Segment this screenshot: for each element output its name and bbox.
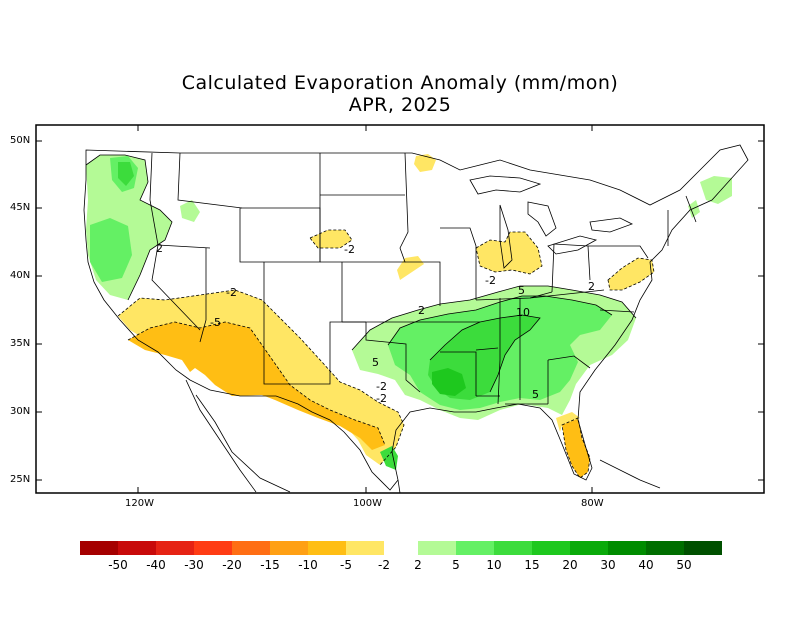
colorbar-label: -10 [298, 558, 318, 572]
lat-label: 30N [10, 406, 31, 417]
anomaly-region-idaho [180, 200, 200, 222]
anomaly-region-mid-atlantic [608, 258, 654, 290]
colorbar-swatch-positive [532, 541, 570, 555]
anomaly-region-north-dakota [414, 154, 436, 172]
anomaly-region-washington-dark [118, 162, 134, 186]
contour-label: 2 [588, 280, 595, 293]
colorbar-label: -2 [378, 558, 390, 572]
anomaly-region-florida [562, 418, 590, 478]
colorbar-swatch-positive [684, 541, 722, 555]
contour-label: 2 [156, 242, 163, 255]
colorbar-label: 40 [638, 558, 654, 572]
great-lakes [469, 175, 634, 269]
colorbar-label: -20 [222, 558, 242, 572]
colorbar-swatch-negative [270, 541, 308, 555]
colorbar-label: 5 [452, 558, 460, 572]
colorbar-swatch-positive [456, 541, 494, 555]
contour-label: -2 [344, 243, 355, 256]
colorbar-swatch-positive [646, 541, 684, 555]
contour-label: -2 [376, 380, 387, 393]
anomaly-region-nebraska [397, 256, 424, 280]
anomaly-region-wyoming [310, 230, 352, 248]
anomaly-region-texas-coast [380, 446, 398, 470]
colorbar-label: -5 [340, 558, 352, 572]
anomaly-region-new-england [700, 176, 732, 204]
lon-label: 100W [353, 498, 382, 509]
lon-label: 120W [125, 498, 154, 509]
colorbar-label: 30 [600, 558, 616, 572]
colorbar-swatch-negative [80, 541, 118, 555]
anomaly-region-southwest-medium [128, 322, 385, 450]
contour-label: 5 [518, 284, 525, 297]
contour-label: 5 [532, 388, 539, 401]
contour-label: 10 [516, 306, 530, 319]
colorbar-swatch-negative [194, 541, 232, 555]
mexico-coastline [185, 379, 661, 493]
colorbar-label: 20 [562, 558, 578, 572]
state-boundaries [83, 144, 749, 491]
lat-label: 45N [10, 202, 31, 213]
colorbar-swatch-negative [118, 541, 156, 555]
colorbar-swatch-negative [346, 541, 384, 555]
colorbar-swatch-positive [570, 541, 608, 555]
colorbar-label: 15 [524, 558, 540, 572]
contour-label: -2 [376, 392, 387, 405]
lat-label: 40N [10, 270, 31, 281]
anomaly-region-ohio-valley [476, 232, 542, 274]
colorbar-swatch-positive [608, 541, 646, 555]
colorbar-label: 2 [414, 558, 422, 572]
colorbar-label: -40 [146, 558, 166, 572]
map-subtitle: APR, 2025 [348, 94, 452, 116]
anomaly-region-louisiana-core [432, 368, 466, 396]
colorbar-label: -15 [260, 558, 280, 572]
contour-label: 2 [418, 304, 425, 317]
colorbar-swatch-negative [232, 541, 270, 555]
colorbar-swatch-positive [494, 541, 532, 555]
lat-label: 50N [10, 135, 31, 146]
colorbar-label: 50 [676, 558, 692, 572]
colorbar-swatch-positive [418, 541, 456, 555]
colorbar-label: -30 [184, 558, 204, 572]
colorbar-swatch-negative [156, 541, 194, 555]
map-title: Calculated Evaporation Anomaly (mm/mon) [181, 72, 619, 94]
contour-label: -2 [226, 286, 237, 299]
lat-label: 25N [10, 474, 31, 485]
contour-label: -5 [210, 316, 221, 329]
anomaly-region-oregon-core [90, 218, 132, 282]
anomaly-region-maine-patch [688, 200, 700, 218]
colorbar-swatch-negative [308, 541, 346, 555]
contour-label: -2 [485, 274, 496, 287]
lat-label: 35N [10, 338, 31, 349]
map-frame [35, 124, 765, 494]
lon-label: 80W [581, 498, 604, 509]
colorbar-label: -50 [108, 558, 128, 572]
colorbar-label: 10 [486, 558, 502, 572]
contour-label: 5 [372, 356, 379, 369]
